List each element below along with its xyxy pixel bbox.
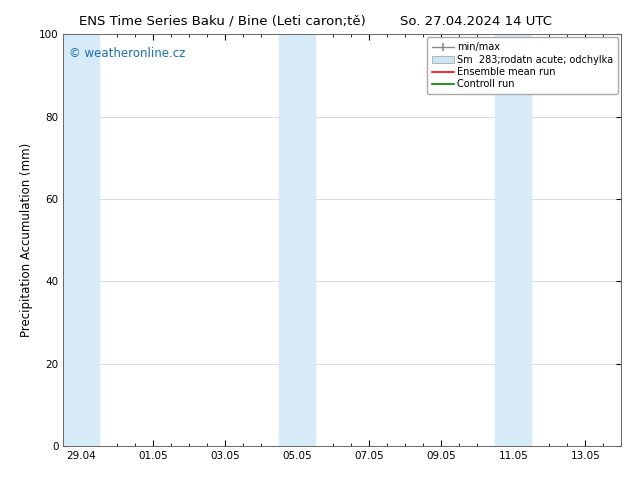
Bar: [63, 34, 100, 446]
Y-axis label: Precipitation Accumulation (mm): Precipitation Accumulation (mm): [20, 143, 34, 337]
Text: © weatheronline.cz: © weatheronline.cz: [69, 47, 185, 60]
Bar: [280, 34, 315, 446]
Text: So. 27.04.2024 14 UTC: So. 27.04.2024 14 UTC: [399, 15, 552, 28]
Text: ENS Time Series Baku / Bine (Leti caron;tě): ENS Time Series Baku / Bine (Leti caron;…: [79, 15, 365, 28]
Bar: [495, 34, 531, 446]
Legend: min/max, Sm  283;rodatn acute; odchylka, Ensemble mean run, Controll run: min/max, Sm 283;rodatn acute; odchylka, …: [427, 37, 618, 94]
